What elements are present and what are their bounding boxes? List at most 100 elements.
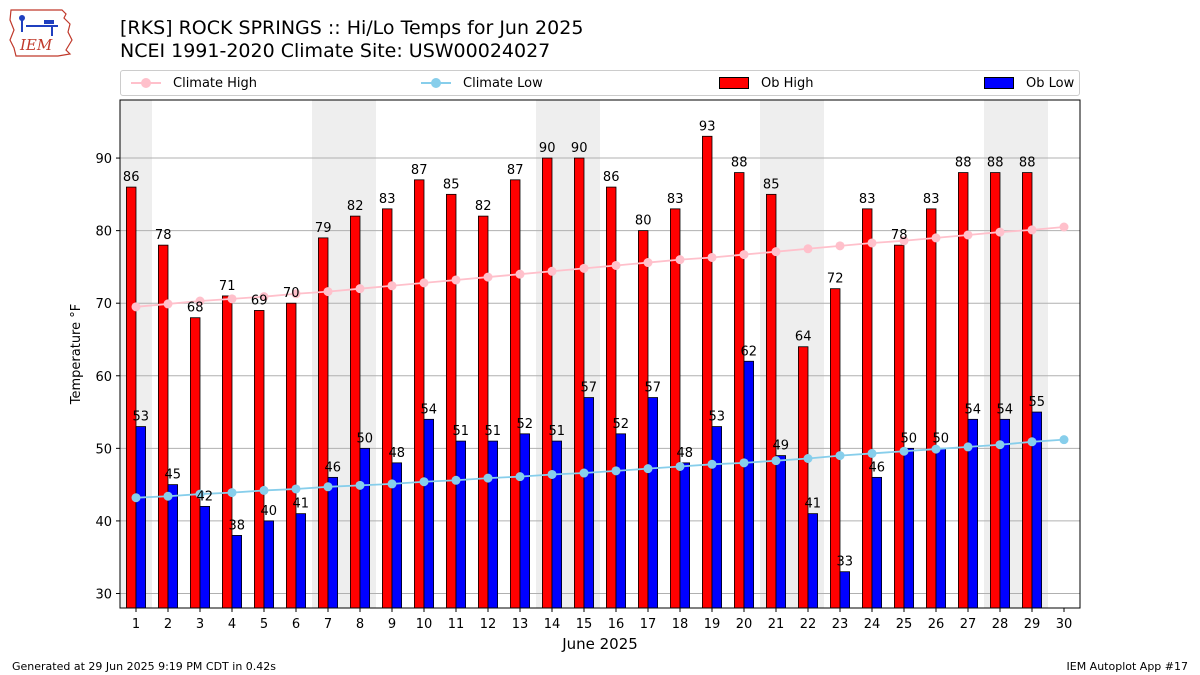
- ob-high-bar: [734, 172, 745, 609]
- ob-low-label: 52: [613, 417, 630, 432]
- ob-low-label: 54: [421, 402, 438, 417]
- ob-high-label: 70: [283, 286, 300, 301]
- climate-high-point: [131, 302, 141, 312]
- climate-high-point: [515, 269, 525, 279]
- climate-high-point: [835, 241, 845, 251]
- x-tick-label: 23: [832, 617, 849, 632]
- ob-low-label: 50: [933, 431, 950, 446]
- ob-high-label: 90: [571, 141, 588, 156]
- ob-low-label: 45: [165, 468, 182, 483]
- ob-high-label: 93: [699, 119, 716, 134]
- x-tick-label: 13: [512, 617, 529, 632]
- legend-label-ob-high: Ob High: [761, 75, 814, 91]
- ob-high-label: 64: [795, 330, 812, 345]
- ob-low-bar: [199, 505, 211, 609]
- ob-high-bar: [1022, 172, 1033, 609]
- climate-high-point: [675, 255, 685, 265]
- ob-high-bar: [766, 193, 777, 609]
- climate-high-point: [323, 287, 333, 297]
- ob-low-bar: [263, 520, 275, 609]
- x-tick-label: 17: [640, 617, 657, 632]
- x-tick-label: 14: [544, 617, 561, 632]
- climate-low-point: [835, 451, 845, 461]
- climate-high-point: [579, 263, 589, 273]
- climate-high-point: [707, 252, 717, 262]
- ob-low-label: 42: [197, 489, 214, 504]
- ob-low-bar: [711, 426, 723, 609]
- ob-high-label: 85: [443, 177, 460, 192]
- climate-high-point: [963, 230, 973, 240]
- climate-low-point: [899, 446, 909, 456]
- ob-high-bar: [189, 317, 201, 609]
- ob-low-label: 50: [901, 431, 918, 446]
- climate-low-point: [515, 472, 525, 482]
- ob-low-bar: [679, 462, 691, 609]
- x-tick-label: 30: [1056, 617, 1073, 632]
- climate-low-point: [259, 485, 269, 495]
- ob-low-label: 46: [325, 460, 342, 475]
- iem-logo: IEM: [9, 9, 73, 57]
- ob-low-bar: [839, 571, 851, 609]
- climate-low-point: [611, 466, 621, 476]
- x-tick-label: 29: [1024, 617, 1041, 632]
- y-tick-label: 50: [95, 442, 112, 457]
- x-tick-label: 16: [608, 617, 625, 632]
- ob-high-bar: [638, 230, 649, 609]
- y-tick-label: 80: [95, 225, 112, 240]
- svg-text:IEM: IEM: [19, 36, 53, 54]
- climate-high-point: [611, 260, 621, 270]
- ob-low-label: 33: [837, 555, 854, 570]
- ob-low-label: 51: [485, 424, 502, 439]
- ob-high-label: 83: [379, 192, 396, 207]
- ob-high-label: 69: [251, 293, 268, 308]
- chart-title: [RKS] ROCK SPRINGS :: Hi/Lo Temps for Ju…: [120, 17, 584, 39]
- ob-high-bar: [606, 186, 617, 609]
- climate-low-point: [547, 469, 557, 479]
- legend-item-ob-high: Ob High: [719, 71, 814, 95]
- y-tick-label: 70: [95, 297, 112, 312]
- ob-low-label: 53: [133, 410, 150, 425]
- legend-label-climate-low: Climate Low: [463, 75, 543, 91]
- ob-high-label: 90: [539, 141, 556, 156]
- legend-label-climate-high: Climate High: [173, 75, 258, 91]
- y-tick-label: 60: [95, 370, 112, 385]
- ob-low-bar: [775, 455, 787, 609]
- climate-low-point: [323, 482, 333, 492]
- x-tick-label: 10: [416, 617, 433, 632]
- climate-high-point: [291, 289, 301, 299]
- ob-high-label: 78: [891, 228, 908, 243]
- climate-low-point: [707, 459, 717, 469]
- climate-high-point: [739, 250, 749, 260]
- x-tick-label: 6: [292, 617, 300, 632]
- x-tick-label: 7: [324, 617, 332, 632]
- climate-low-point: [483, 473, 493, 483]
- ob-high-label: 88: [1019, 156, 1036, 171]
- ob-high-bar: [798, 346, 809, 609]
- climate-low-point: [739, 458, 749, 468]
- ob-low-bar: [423, 418, 435, 609]
- climate-high-point: [419, 278, 429, 288]
- ob-high-bar: [381, 208, 393, 609]
- climate-low-point: [995, 440, 1005, 450]
- ob-low-label: 51: [453, 424, 470, 439]
- x-tick-label: 21: [768, 617, 785, 632]
- x-tick-label: 28: [992, 617, 1009, 632]
- ob-high-label: 88: [987, 156, 1004, 171]
- ob-high-label: 83: [667, 192, 684, 207]
- climate-low-point: [419, 477, 429, 487]
- ob-high-bar: [285, 302, 297, 609]
- ob-high-bar: [413, 179, 425, 609]
- ob-low-label: 53: [709, 410, 726, 425]
- legend-swatch-ob-high: [719, 77, 749, 89]
- ob-high-bar: [926, 208, 937, 609]
- ob-low-label: 52: [517, 417, 534, 432]
- x-axis-label: June 2025: [561, 635, 638, 653]
- ob-high-label: 82: [347, 199, 364, 214]
- ob-high-label: 86: [123, 170, 140, 185]
- ob-high-label: 80: [635, 214, 652, 229]
- climate-low-point: [1059, 435, 1069, 445]
- x-tick-label: 20: [736, 617, 753, 632]
- ob-high-bar: [990, 172, 1001, 609]
- ob-high-label: 88: [955, 156, 972, 171]
- x-tick-label: 2: [164, 617, 172, 632]
